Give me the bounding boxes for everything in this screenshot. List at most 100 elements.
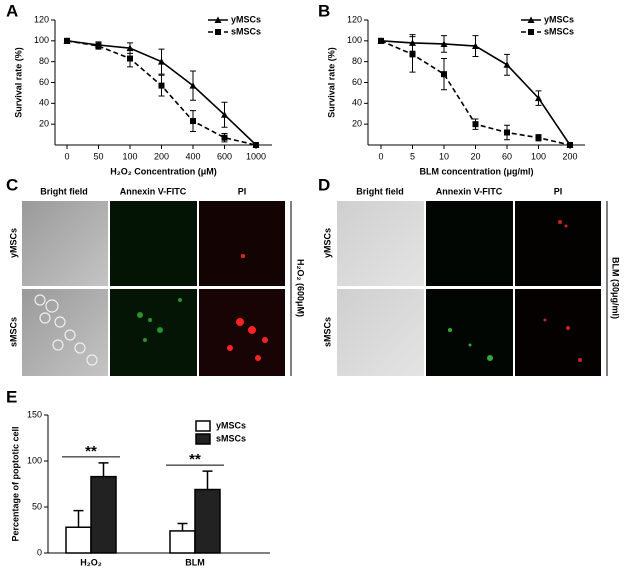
marker xyxy=(527,16,535,23)
treatment-label: BLM (30μg/ml) xyxy=(611,257,621,319)
marker xyxy=(158,58,165,65)
x-tick-label: 200 xyxy=(154,151,169,161)
x-tick-label: 600 xyxy=(217,151,232,161)
y-tick-label: 100 xyxy=(34,35,49,45)
bar xyxy=(169,530,196,554)
y-tick-label: 100 xyxy=(27,455,42,465)
marker xyxy=(535,134,542,141)
x-tick-label: BLM xyxy=(185,557,205,567)
image-panel-d: Bright field Annexin V-FITC PI yMSCs sMS… xyxy=(322,186,621,376)
marker xyxy=(472,42,479,50)
marker xyxy=(189,82,197,89)
bar xyxy=(90,475,117,554)
y-tick-label: 150 xyxy=(27,409,42,419)
y-tick-label: 60 xyxy=(352,77,362,87)
panel-letter: D xyxy=(318,175,330,194)
x-tick-label: 400 xyxy=(185,151,200,161)
marker xyxy=(504,129,510,136)
column-header: PI xyxy=(238,186,247,196)
bar xyxy=(65,526,92,554)
x-tick-label: 50 xyxy=(93,151,103,161)
marker xyxy=(441,71,447,78)
y-tick-label: 50 xyxy=(32,501,42,511)
y-tick-label: 120 xyxy=(347,14,362,24)
y-tick-label: 120 xyxy=(34,14,49,24)
column-header: PI xyxy=(554,186,563,196)
y-axis-label: Percentage of poptotic cell xyxy=(10,426,20,541)
row-label: sMSCs xyxy=(8,317,18,347)
y-tick-label: 20 xyxy=(352,119,362,129)
legend-swatch xyxy=(195,420,211,432)
marker xyxy=(126,44,134,52)
marker xyxy=(503,61,511,68)
column-header: Annexin V-FITC xyxy=(120,186,187,196)
marker xyxy=(221,134,228,141)
micrograph xyxy=(337,289,424,376)
legend-label: yMSCs xyxy=(544,14,574,24)
legend-label: yMSCs xyxy=(216,420,246,430)
marker xyxy=(253,142,259,148)
x-tick-label: 20 xyxy=(470,151,480,161)
row-label: yMSCs xyxy=(8,228,18,258)
x-axis-label: BLM concentration (μg/ml) xyxy=(419,166,533,176)
x-tick-label: 0 xyxy=(378,151,383,161)
micrograph xyxy=(199,289,285,376)
marker xyxy=(535,94,542,102)
y-tick-label: 60 xyxy=(39,77,49,87)
marker xyxy=(158,82,165,89)
marker xyxy=(214,16,222,23)
fluorescence xyxy=(137,298,182,342)
panel-letter: A xyxy=(6,1,18,20)
column-header: Bright field xyxy=(356,186,404,196)
legend-label: sMSCs xyxy=(216,433,246,443)
micrograph xyxy=(22,201,108,286)
micrograph xyxy=(110,289,197,376)
x-tick-label: 200 xyxy=(562,151,577,161)
fluorescence xyxy=(543,220,582,362)
marker xyxy=(221,111,228,118)
marker xyxy=(127,55,133,62)
y-tick-label: 80 xyxy=(39,56,49,66)
cells xyxy=(34,294,98,366)
x-tick-label: 10 xyxy=(439,151,449,161)
image-panel-c: Bright field Annexin V-FITC PI yMSCs sMS… xyxy=(8,186,306,376)
row-label: sMSCs xyxy=(322,317,332,347)
marker xyxy=(440,40,448,47)
marker xyxy=(378,37,384,44)
marker xyxy=(190,118,196,125)
legend-label: yMSCs xyxy=(231,14,261,24)
significance-label: ** xyxy=(189,451,201,468)
micrograph xyxy=(515,289,601,376)
micrograph xyxy=(337,201,424,286)
panel-letter: E xyxy=(6,387,17,406)
y-tick-label: 20 xyxy=(39,119,49,129)
x-tick-label: 5 xyxy=(410,151,415,161)
y-tick-label: 80 xyxy=(352,56,362,66)
x-tick-label: 100 xyxy=(531,151,546,161)
marker xyxy=(472,121,479,128)
y-tick-label: 0 xyxy=(37,547,42,557)
column-header: Annexin V-FITC xyxy=(436,186,503,196)
marker xyxy=(528,29,534,35)
x-tick-label: 100 xyxy=(122,151,137,161)
error-bar xyxy=(202,470,213,490)
bar xyxy=(194,488,221,554)
y-axis-label: Survival rate (%) xyxy=(13,47,23,118)
treatment-label: H₂O₂ (600μM) xyxy=(296,259,306,317)
micrograph xyxy=(515,201,601,286)
legend-label: sMSCs xyxy=(544,26,574,36)
panel-letter: B xyxy=(318,1,330,20)
error-bar xyxy=(98,462,109,477)
row-label: yMSCs xyxy=(322,228,332,258)
x-tick-label: 60 xyxy=(502,151,512,161)
marker xyxy=(64,37,70,44)
fluorescence xyxy=(448,328,493,361)
fluorescence xyxy=(227,254,268,361)
column-header: Bright field xyxy=(40,186,88,196)
marker xyxy=(567,142,573,148)
y-axis-label: Survival rate (%) xyxy=(326,47,336,118)
x-tick-label: H₂O₂ xyxy=(80,557,102,567)
legend-swatch xyxy=(195,433,211,445)
marker xyxy=(215,29,221,35)
